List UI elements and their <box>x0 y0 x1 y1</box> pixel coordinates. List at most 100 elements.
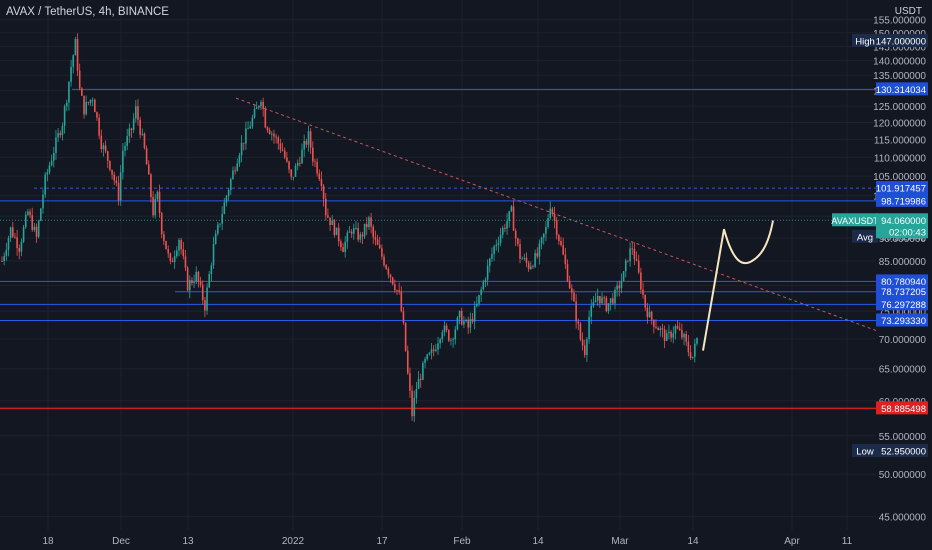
price-tick-label: 115.000000 <box>874 136 927 147</box>
candle-body <box>20 241 23 252</box>
candle-body <box>439 339 441 344</box>
price-tick-label: 135.000000 <box>873 71 926 82</box>
candle-body <box>426 354 429 360</box>
candle-body <box>106 151 109 161</box>
candle-body <box>329 217 331 225</box>
candle-body <box>504 227 506 229</box>
candle-body <box>59 133 62 136</box>
candle-body <box>195 271 198 282</box>
candle-body <box>435 349 437 351</box>
candle-body <box>316 161 318 174</box>
candle-body <box>63 106 66 126</box>
candle-body <box>340 241 342 248</box>
time-tick-label: Dec <box>112 536 130 547</box>
symbol-title: AVAX / TetherUS, 4h, BINANCE <box>6 6 169 18</box>
high-value: 147.000000 <box>876 36 926 47</box>
candle-body <box>309 131 312 148</box>
candle-body <box>471 318 474 322</box>
candle-body <box>143 133 146 149</box>
candle-body <box>201 284 204 301</box>
candle-body <box>665 333 668 341</box>
candle-body <box>111 169 113 175</box>
candle-body <box>681 329 683 338</box>
candle-body <box>599 295 601 304</box>
candle-body <box>229 179 232 191</box>
candle-body <box>208 274 211 288</box>
candle-body <box>637 260 640 273</box>
candle-body <box>96 112 98 118</box>
candle-body <box>113 174 116 181</box>
candle-body <box>221 213 223 224</box>
candle-body <box>381 248 383 257</box>
candle-body <box>443 325 446 333</box>
candle-body <box>253 108 256 118</box>
price-tick-label: 120.000000 <box>873 118 926 129</box>
candle-body <box>247 128 249 130</box>
candle-body <box>85 102 87 115</box>
candle-body <box>242 142 245 144</box>
candle-body <box>672 333 675 338</box>
candle-body <box>469 318 472 328</box>
candle-body <box>413 397 416 417</box>
candle-body <box>132 118 135 130</box>
candle-body <box>268 130 271 134</box>
candle-body <box>145 148 148 165</box>
candle-body <box>441 332 444 340</box>
candle-body <box>612 298 614 304</box>
candle-body <box>430 349 433 353</box>
avg-label: Avg <box>857 232 873 243</box>
candle-body <box>314 161 316 163</box>
candle-body <box>137 106 139 120</box>
candle-body <box>601 297 603 304</box>
candle-body <box>260 101 262 106</box>
candle-body <box>76 38 79 71</box>
candle-body <box>400 291 403 312</box>
candle-body <box>3 255 5 262</box>
level-price-tag <box>876 181 928 195</box>
candle-body <box>398 290 400 292</box>
candle-body <box>689 352 692 358</box>
currency-label: USDT <box>894 6 922 17</box>
candle-body <box>676 326 679 329</box>
candle-body <box>519 243 521 259</box>
candle-body <box>450 340 452 341</box>
candle-body <box>68 81 70 103</box>
time-axis[interactable]: 18 Dec 13 2022 17 Feb 14 Mar 14 Apr 11 <box>42 536 852 547</box>
candle-body <box>255 107 258 109</box>
candle-body <box>521 258 523 260</box>
level-price-tag <box>876 193 928 207</box>
candle-body <box>428 352 431 355</box>
candle-body <box>497 242 500 246</box>
candle-body <box>605 297 608 312</box>
candle-body <box>551 208 554 214</box>
candle-body <box>91 99 94 101</box>
candle-body <box>182 249 185 257</box>
candle-body <box>499 234 502 243</box>
candle-body <box>350 231 353 234</box>
candle-body <box>635 259 638 261</box>
price-tick-label: 125.000000 <box>873 102 926 113</box>
candle-body <box>389 274 392 278</box>
candle-body <box>238 155 241 164</box>
candle-body <box>553 213 556 221</box>
candle-body <box>87 102 90 103</box>
candle-body <box>279 143 282 150</box>
candle-body <box>663 329 666 341</box>
candle-body <box>29 211 31 216</box>
candle-body <box>53 152 55 161</box>
candle-body <box>534 253 536 267</box>
candle-body <box>331 220 334 225</box>
candle-body <box>348 231 351 233</box>
projection-group <box>702 220 774 351</box>
candle-body <box>588 316 590 340</box>
candle-body <box>333 220 336 236</box>
candle-body <box>296 162 299 166</box>
candle-body <box>530 266 532 269</box>
candle-body <box>186 267 189 291</box>
candle-body <box>191 280 193 284</box>
candle-body <box>493 246 495 254</box>
candle-body <box>691 356 694 358</box>
low-label-bg <box>852 444 878 458</box>
candle-body <box>581 339 584 346</box>
